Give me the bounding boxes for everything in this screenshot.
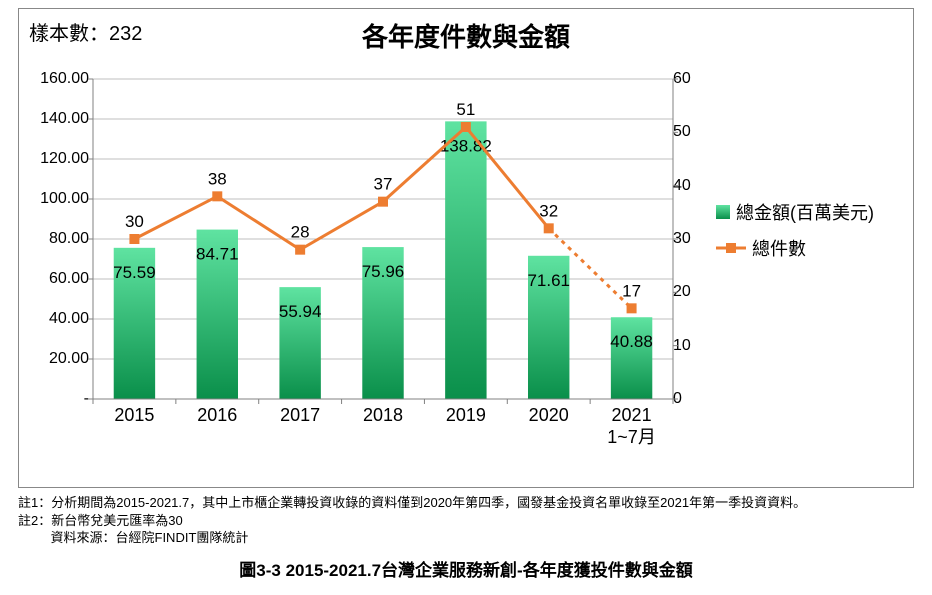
x-tick-label: 2018 bbox=[363, 405, 403, 427]
y2-tick-label: 50 bbox=[673, 123, 713, 141]
y1-tick-label: 140.00 bbox=[19, 110, 89, 128]
note-2: 註2：新台幣兌美元匯率為30 bbox=[18, 512, 806, 530]
svg-text:40.88: 40.88 bbox=[610, 332, 653, 351]
x-tick-label: 2016 bbox=[197, 405, 237, 427]
legend: 總金額(百萬美元) 總件數 bbox=[716, 189, 901, 271]
chart-bounding-box: 樣本數：232 各年度件數與金額 -20.0040.0060.0080.0010… bbox=[18, 8, 914, 488]
y1-tick-label: 160.00 bbox=[19, 70, 89, 88]
y2-tick-label: 40 bbox=[673, 177, 713, 195]
plot-svg: 75.59 84.71 55.94 75.96 138.82 71.61 40.88 30 38… bbox=[93, 79, 673, 399]
svg-text:55.94: 55.94 bbox=[279, 302, 322, 321]
y1-axis-ticks: -20.0040.0060.0080.00100.00120.00140.001… bbox=[19, 79, 89, 399]
figure-caption: 圖3-3 2015-2021.7台灣企業服務新創-各年度獲投件數與金額 bbox=[0, 556, 932, 581]
legend-item-bars: 總金額(百萬美元) bbox=[716, 199, 901, 225]
y2-tick-label: 0 bbox=[673, 390, 713, 408]
y1-tick-label: 20.00 bbox=[19, 350, 89, 368]
y2-tick-label: 30 bbox=[673, 230, 713, 248]
svg-text:75.59: 75.59 bbox=[113, 263, 156, 282]
x-tick-label: 2021 1~7月 bbox=[607, 405, 656, 448]
svg-text:30: 30 bbox=[125, 212, 144, 231]
x-tick-label: 2015 bbox=[114, 405, 154, 427]
x-axis-labels: 2015 2016 2017 2018 2019 2020 2021 1~7月 bbox=[93, 405, 673, 465]
svg-text:71.61: 71.61 bbox=[527, 271, 570, 290]
plot-area: 75.59 84.71 55.94 75.96 138.82 71.61 40.88 30 38… bbox=[93, 79, 673, 399]
chart-title: 各年度件數與金額 bbox=[19, 17, 913, 54]
note-source: 資料來源：台經院FINDIT團隊統計 bbox=[18, 529, 806, 547]
note-1: 註1：分析期間為2015-2021.7，其中上市櫃企業轉投資收錄的資料僅到202… bbox=[18, 494, 806, 512]
y1-tick-label: 80.00 bbox=[19, 230, 89, 248]
footnotes: 註1：分析期間為2015-2021.7，其中上市櫃企業轉投資收錄的資料僅到202… bbox=[18, 494, 806, 547]
svg-text:17: 17 bbox=[622, 281, 641, 300]
y2-tick-label: 20 bbox=[673, 283, 713, 301]
svg-text:51: 51 bbox=[456, 100, 475, 119]
y1-tick-label: - bbox=[19, 390, 89, 408]
chart-figure: 樣本數：232 各年度件數與金額 -20.0040.0060.0080.0010… bbox=[0, 0, 932, 595]
svg-text:75.96: 75.96 bbox=[362, 262, 405, 281]
legend-swatch-bar bbox=[716, 205, 730, 219]
y2-tick-label: 60 bbox=[673, 70, 713, 88]
svg-text:38: 38 bbox=[208, 169, 227, 188]
svg-text:84.71: 84.71 bbox=[196, 245, 239, 264]
y2-tick-label: 10 bbox=[673, 337, 713, 355]
legend-label-line: 總件數 bbox=[752, 235, 806, 261]
legend-swatch-line bbox=[716, 241, 746, 255]
legend-label-bars: 總金額(百萬美元) bbox=[736, 199, 874, 225]
svg-text:37: 37 bbox=[374, 175, 393, 194]
x-tick-label: 2019 bbox=[446, 405, 486, 427]
y2-axis-ticks: 0102030405060 bbox=[673, 79, 713, 399]
y1-tick-label: 120.00 bbox=[19, 150, 89, 168]
svg-text:28: 28 bbox=[291, 223, 310, 242]
y1-tick-label: 100.00 bbox=[19, 190, 89, 208]
svg-text:32: 32 bbox=[539, 201, 558, 220]
y1-tick-label: 60.00 bbox=[19, 270, 89, 288]
y1-tick-label: 40.00 bbox=[19, 310, 89, 328]
x-tick-label: 2017 bbox=[280, 405, 320, 427]
svg-text:138.82: 138.82 bbox=[440, 136, 492, 155]
x-tick-label: 2020 bbox=[529, 405, 569, 427]
legend-item-line: 總件數 bbox=[716, 235, 901, 261]
legend-line-marker bbox=[726, 243, 736, 253]
